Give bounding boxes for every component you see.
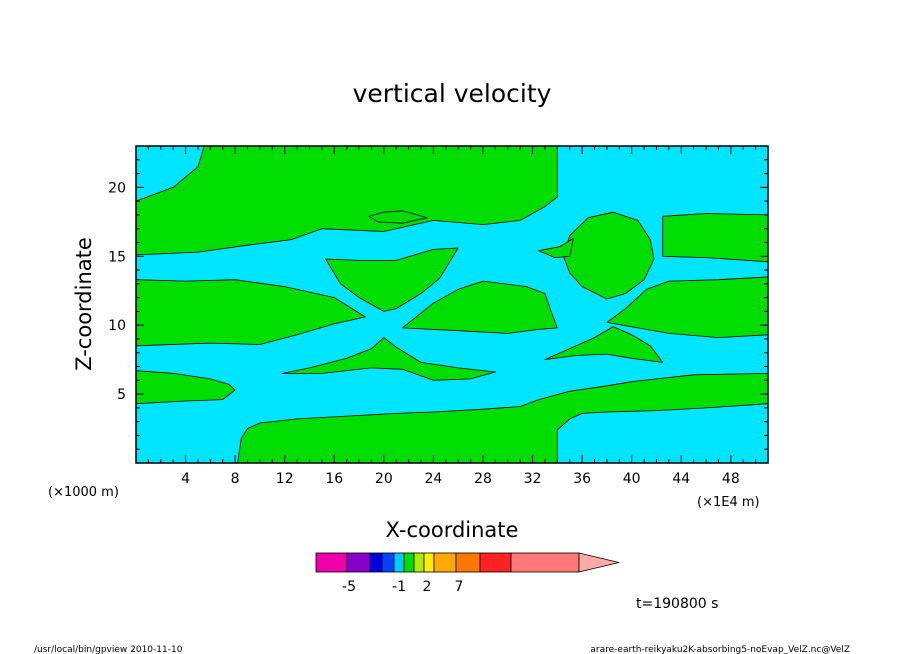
y-axis-label: Z-coordinate [72,237,96,371]
x-tick-label: 12 [276,471,294,487]
colorbar-tick-label: -5 [342,579,356,595]
x-tick-label: 20 [375,471,393,487]
contour-big-blob [563,211,655,300]
x-tick-label: 28 [474,471,492,487]
colorbar-swatch [510,552,580,573]
time-label: t=190800 s [636,596,718,612]
x-tick-label: 36 [573,471,591,487]
x-tick-label: 32 [524,471,542,487]
colorbar-swatch [413,552,425,573]
x-unit-left: (×1000 m) [48,485,119,500]
y-tick-label: 10 [108,318,126,334]
contour-mid-lens [325,247,459,312]
colorbar-tick-label: -1 [392,579,406,595]
x-tick-label: 8 [231,471,240,487]
colorbar [315,552,620,573]
y-tick-label: 20 [108,180,126,196]
contour-wing-left [281,337,496,381]
contour-small-blob [538,237,574,259]
colorbar-arrow [578,552,620,573]
footer-left: /usr/local/bin/gpview 2010-11-10 [34,645,183,654]
chart-title: vertical velocity [353,79,552,108]
colorbar-swatch [346,552,371,573]
colorbar-swatch [381,552,395,573]
x-axis-ticks: 4 8 12 16 20 24 28 32 36 40 44 48 [147,146,757,487]
y-axis-ticks: 5 10 15 20 [108,159,768,450]
contour-mid-right-band [401,280,558,334]
x-tick-label: 24 [424,471,442,487]
contour-low-left [135,370,236,405]
contour-right-band [606,276,769,339]
contour-left-band [135,279,366,347]
y-tick-label: 5 [117,387,126,403]
x-tick-label: 44 [672,471,690,487]
colorbar-swatch [433,552,457,573]
colorbar-tick-label: 2 [423,579,432,595]
colorbar-swatch [479,552,512,573]
contour-wing-right [544,326,664,363]
colorbar-swatch [423,552,435,573]
contour-regions [135,145,769,464]
x-unit-right: (×1E4 m) [697,495,760,510]
colorbar-swatch [403,552,415,573]
contour-small-cap [368,210,428,224]
colorbar-tick-label: 7 [455,579,464,595]
colorbar-labels: -5 -1 2 7 [342,579,463,595]
footer-right: arare-earth-reikyaku2K-absorbing5-noEvap… [590,645,850,654]
colorbar-swatch [393,552,405,573]
contour-band-top-left [135,145,558,256]
contour-bottom-band [237,372,769,464]
y-tick-label: 15 [108,249,126,265]
x-tick-label: 4 [181,471,190,487]
x-axis-label: X-coordinate [386,518,519,542]
x-tick-label: 40 [623,471,641,487]
colorbar-swatch [369,552,383,573]
x-tick-label: 48 [722,471,740,487]
colorbar-swatch [315,552,348,573]
colorbar-swatch [455,552,481,573]
x-tick-label: 16 [325,471,343,487]
plot-frame [135,145,769,464]
contour-band-top-right [662,213,769,263]
